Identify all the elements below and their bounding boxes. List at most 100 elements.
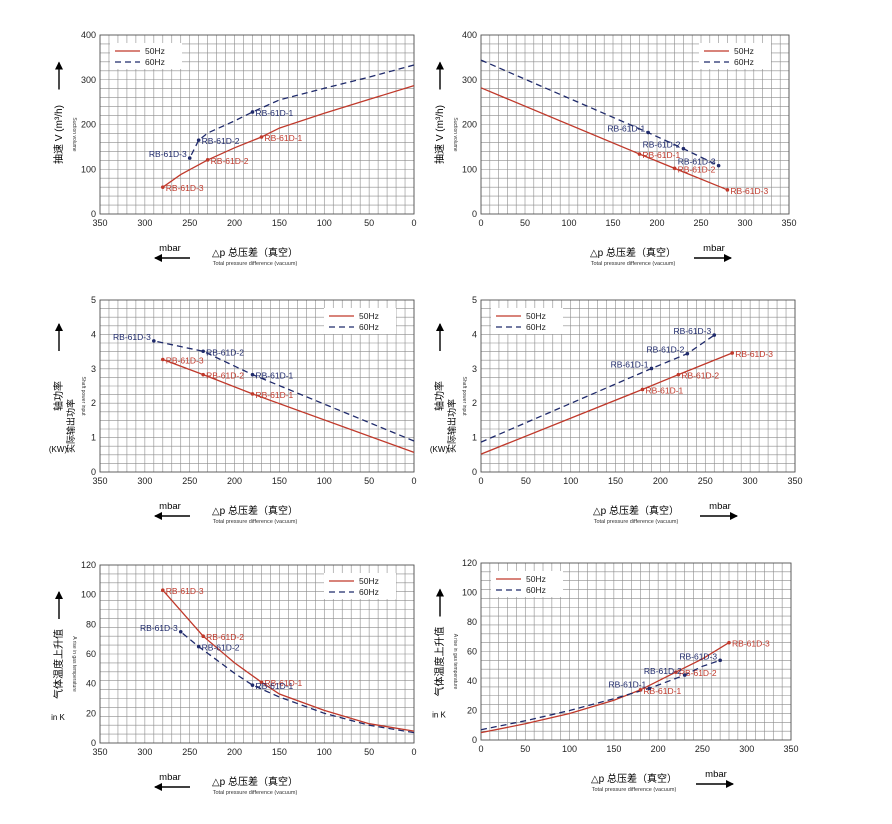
data-point: [161, 185, 165, 189]
point-label: RB-61D-2: [202, 136, 240, 146]
x-tick-label: 150: [272, 476, 287, 486]
x-tick-label: 300: [743, 476, 758, 486]
y-tick-label: 20: [86, 708, 96, 718]
y-tick-label: 0: [91, 467, 96, 477]
point-label: RB-61D-1: [645, 385, 683, 395]
point-label: RB-61D-1: [256, 371, 294, 381]
data-point: [250, 683, 255, 687]
x-tick-label: 0: [478, 744, 483, 754]
y-tick-label: 0: [91, 738, 96, 748]
y-tick-label: 0: [91, 209, 96, 219]
x-axis-label: △p 总压差（真空）: [212, 246, 298, 259]
point-label: RB-61D-1: [256, 390, 294, 400]
y-axis-label: 轴功率: [52, 381, 65, 411]
x-tick-label: 50: [521, 476, 531, 486]
y-tick-label: 400: [462, 30, 477, 40]
data-point: [646, 130, 650, 135]
data-point: [187, 156, 192, 160]
x-unit-label: mbar: [703, 243, 725, 254]
data-point: [259, 680, 264, 684]
y-tick-label: 4: [91, 329, 96, 339]
data-point: [676, 372, 681, 377]
x-tick-label: 150: [605, 218, 620, 228]
x-tick-label: 50: [520, 218, 530, 228]
x-unit-label: mbar: [159, 243, 181, 254]
x-tick-label: 0: [411, 747, 416, 757]
y-tick-label: 5: [472, 295, 477, 305]
series-line-60hz: [153, 340, 415, 442]
data-point: [161, 588, 165, 593]
point-label: RB-61D-1: [608, 679, 646, 689]
x-tick-label: 300: [137, 218, 152, 228]
x-tick-label: 0: [411, 476, 416, 486]
point-label: RB-61D-2: [679, 668, 717, 678]
series-line-60hz: [480, 659, 721, 731]
y-tick-label: 0: [472, 735, 477, 745]
chart-panel-1: 350 300 250 200 150 100 50 0 0 100 200 300 400 RB-61D…: [52, 30, 417, 267]
x-tick-label: 350: [92, 476, 107, 486]
series-line-60hz: [480, 334, 715, 443]
y-tick-label: 120: [462, 558, 477, 568]
y-tick-label: 200: [81, 120, 96, 130]
series-line-60hz: [189, 64, 415, 159]
y-unit-label: (KW): [430, 445, 449, 454]
y-tick-label: 60: [86, 649, 96, 659]
plot-frame: [99, 299, 415, 473]
point-label: RB-61D-2: [644, 666, 682, 676]
x-tick-label: 50: [364, 476, 374, 486]
data-point: [649, 366, 654, 371]
data-point: [152, 339, 156, 343]
data-point: [640, 387, 645, 392]
x-tick-label: 200: [227, 476, 242, 486]
point-label: RB-61D-3: [166, 356, 204, 366]
legend-box: [491, 571, 563, 597]
point-label: RB-61D-3: [679, 651, 717, 661]
point-label: RB-61D-1: [256, 681, 294, 691]
y-tick-label: 5: [91, 295, 96, 305]
chart-panel-6: 0 50 100 150 200 250 300 350 0 20 40 60 80 100 120 RB-6…: [432, 558, 798, 793]
point-label: RB-61D-3: [140, 623, 178, 633]
point-label: RB-61D-3: [149, 149, 187, 159]
y-tick-label: 60: [467, 647, 477, 657]
plot-frame: [480, 34, 790, 215]
data-point: [672, 166, 677, 171]
y-axis-caption-en: A rise in gas temperature: [452, 634, 458, 690]
point-label: RB-61D-1: [611, 359, 649, 369]
legend-label-50hz: 50Hz: [734, 46, 754, 56]
data-point: [250, 110, 255, 114]
plot-frame: [99, 564, 415, 744]
y-tick-label: 20: [467, 706, 477, 716]
chart-panel-3: 350 300 250 200 150 100 50 0 0 1 2 3 4 5 RB-61D-1 RB-61…: [49, 295, 417, 525]
y-axis-label-en: Suction volume: [71, 117, 77, 151]
point-label: RB-61D-1: [264, 133, 302, 143]
legend-label-60hz: 60Hz: [734, 57, 754, 67]
point-label: RB-61D-2: [206, 371, 244, 381]
y-axis-caption: 抽速 V (m³/h): [52, 105, 65, 164]
point-label: RB-61D-3: [166, 183, 204, 193]
legend-box: [491, 308, 563, 334]
series-line-60hz: [480, 59, 719, 167]
y-tick-label: 40: [467, 676, 477, 686]
x-tick-label: 200: [651, 744, 666, 754]
point-label: RB-61D-3: [730, 186, 768, 196]
x-tick-label: 250: [182, 218, 197, 228]
data-point: [674, 670, 678, 674]
y-tick-label: 40: [86, 679, 96, 689]
chart-panel-2: 0 50 100 150 200 250 300 350 0 100 200 300 400 RB-61D…: [433, 30, 797, 267]
data-point: [712, 333, 717, 337]
data-point: [201, 372, 205, 377]
point-label: RB-61D-2: [647, 345, 685, 355]
series-line-50hz: [162, 358, 415, 454]
x-axis-label: △p 总压差（真空）: [212, 775, 298, 788]
data-point: [718, 658, 722, 663]
point-label: RB-61D-2: [678, 164, 716, 174]
y-unit-label: in K: [51, 713, 65, 722]
x-tick-label: 150: [272, 747, 287, 757]
